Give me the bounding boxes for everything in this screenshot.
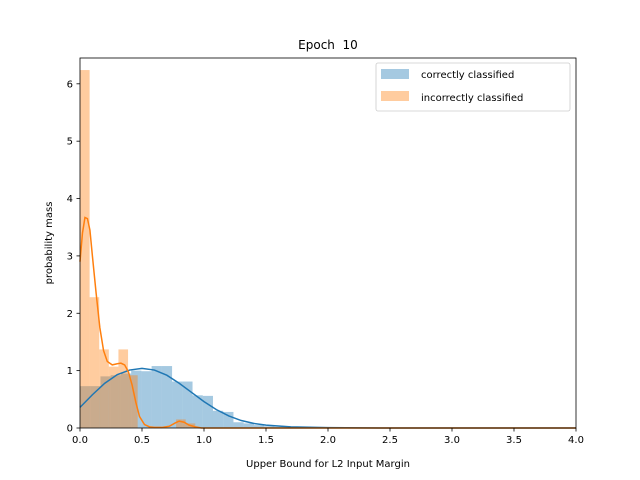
legend-box <box>375 62 571 112</box>
bar-correct-5 <box>131 370 142 428</box>
x-axis-label: Upper Bound for L2 Input Margin <box>246 459 410 470</box>
bar-correct-12 <box>202 395 213 428</box>
x-tick-label: 3.0 <box>444 435 460 446</box>
legend: correctly classified incorrectly classif… <box>375 62 571 112</box>
bar-correct-3 <box>110 375 121 428</box>
x-tick-label: 0.0 <box>72 435 88 446</box>
y-tick-label: 6 <box>67 79 73 90</box>
bar-incorrect-10 <box>176 419 186 428</box>
x-tick-label: 2.0 <box>320 435 336 446</box>
y-tick-label: 3 <box>67 251 73 262</box>
y-tick-label: 0 <box>67 424 73 435</box>
bar-correct-7 <box>151 366 162 428</box>
bar-correct-0 <box>80 386 91 428</box>
bar-correct-8 <box>161 366 173 428</box>
legend-label-correct: correctly classified <box>421 70 514 81</box>
y-axis-label: probability mass <box>44 202 55 285</box>
bar-correct-14 <box>223 411 234 428</box>
chart-title: Epoch 10 <box>298 38 358 52</box>
bar-incorrect-3 <box>108 366 119 428</box>
bar-incorrect-2 <box>99 349 109 428</box>
bar-correct-6 <box>141 371 152 428</box>
kde-line-incorrect <box>79 216 576 429</box>
bar-incorrect-4 <box>118 349 129 428</box>
x-tick-label: 0.5 <box>134 435 150 446</box>
x-tick-label: 1.0 <box>196 435 212 446</box>
bar-correct-11 <box>192 395 203 428</box>
x-tick-label: 4.0 <box>568 435 584 446</box>
bar-correct-9 <box>172 381 183 428</box>
bar-correct-13 <box>212 410 224 428</box>
bar-correct-2 <box>100 376 111 428</box>
y-tick-label: 4 <box>67 194 73 205</box>
bar-incorrect-5 <box>128 375 138 428</box>
legend-swatch-incorrect <box>381 91 409 101</box>
bar-correct-1 <box>90 386 101 428</box>
kde-lines <box>79 216 576 429</box>
y-tick-label: 1 <box>67 366 73 377</box>
x-tick-label: 3.5 <box>506 435 522 446</box>
x-tick-label: 1.5 <box>258 435 274 446</box>
x-tick-label: 2.5 <box>382 435 398 446</box>
x-axis-ticks: 0.0 0.5 1.0 1.5 2.0 2.5 3.0 3.5 4.0 <box>72 428 584 446</box>
bar-incorrect-0 <box>80 70 90 428</box>
plot-area <box>80 58 576 428</box>
y-axis-ticks: 0 1 2 3 4 5 6 <box>67 79 80 435</box>
bar-correct-10 <box>182 381 193 428</box>
kde-line-correct <box>79 367 576 429</box>
legend-swatch-correct <box>381 69 409 79</box>
bar-correct-4 <box>120 373 132 428</box>
bar-correct-15 <box>233 422 244 428</box>
bar-correct-17 <box>253 425 265 428</box>
bar-correct-18 <box>264 426 275 428</box>
bar-incorrect-1 <box>89 297 100 428</box>
y-tick-label: 2 <box>67 309 73 320</box>
y-tick-label: 5 <box>67 137 73 148</box>
legend-label-incorrect: incorrectly classified <box>421 93 523 104</box>
bar-correct-16 <box>243 423 254 428</box>
